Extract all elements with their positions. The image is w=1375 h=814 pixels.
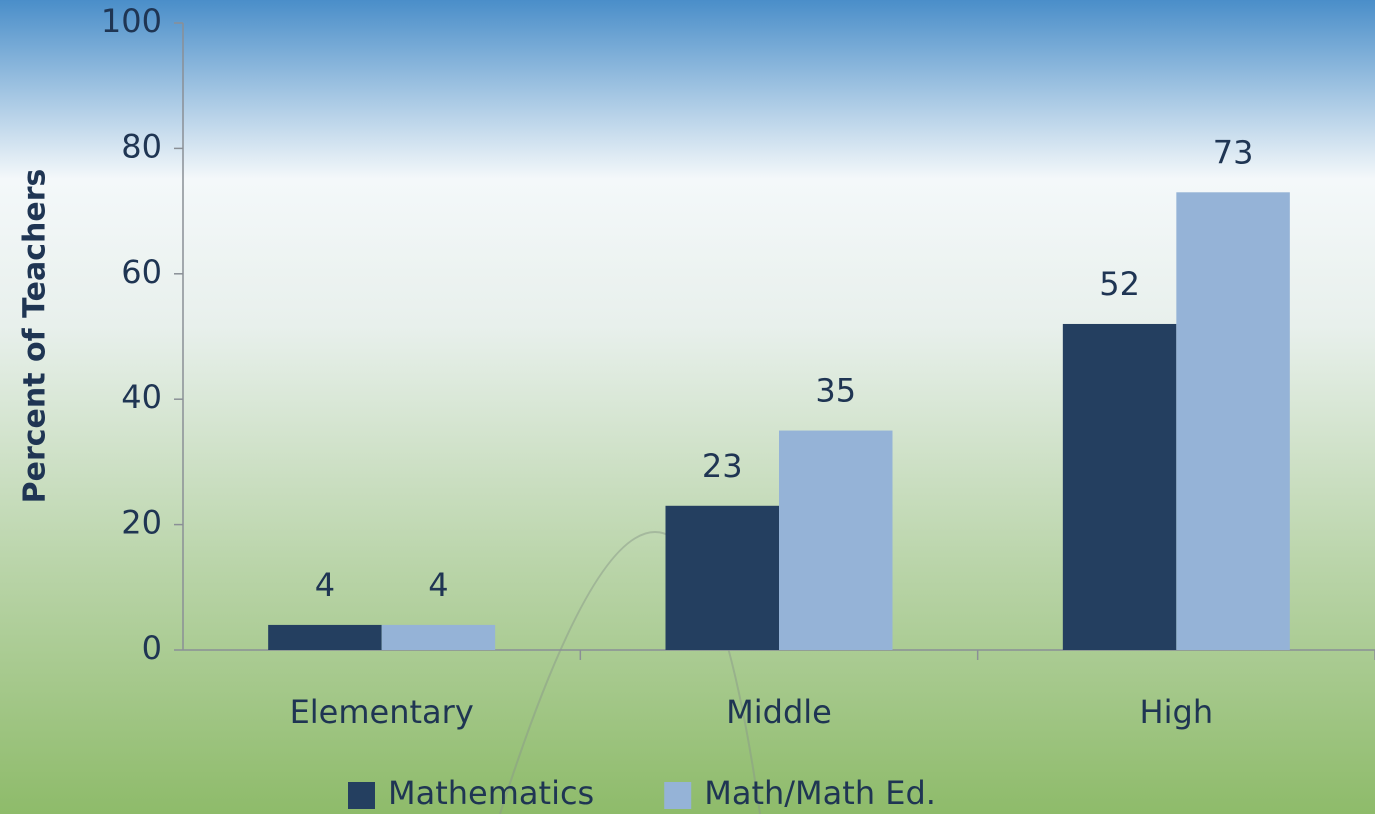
y-tick-label: 0 (142, 629, 162, 667)
data-label: 35 (815, 372, 856, 410)
decoration (499, 531, 761, 814)
legend-label: Mathematics (388, 774, 594, 812)
legend-swatch (348, 782, 375, 809)
bar (665, 505, 779, 650)
y-tick-label: 20 (121, 504, 162, 542)
bar (779, 430, 893, 650)
x-tick-label: Middle (726, 693, 832, 731)
y-tick-label: 80 (121, 127, 162, 165)
data-label: 52 (1099, 265, 1140, 303)
data-label: 23 (702, 447, 743, 485)
legend-swatch (664, 782, 692, 809)
bar (268, 624, 382, 650)
y-tick-label: 100 (101, 2, 162, 40)
x-tick-label: High (1140, 693, 1214, 731)
bar (1062, 323, 1177, 650)
y-tick-label: 40 (121, 378, 162, 416)
x-tick-label: Elementary (290, 693, 474, 731)
bar (381, 624, 496, 650)
legend-label: Math/Math Ed. (704, 774, 936, 812)
y-axis-title: Percent of Teachers (18, 169, 53, 504)
y-tick-label: 60 (121, 253, 162, 291)
data-label: 73 (1213, 133, 1254, 171)
bar (1176, 192, 1290, 651)
data-label: 4 (315, 566, 335, 604)
data-label: 4 (428, 566, 448, 604)
